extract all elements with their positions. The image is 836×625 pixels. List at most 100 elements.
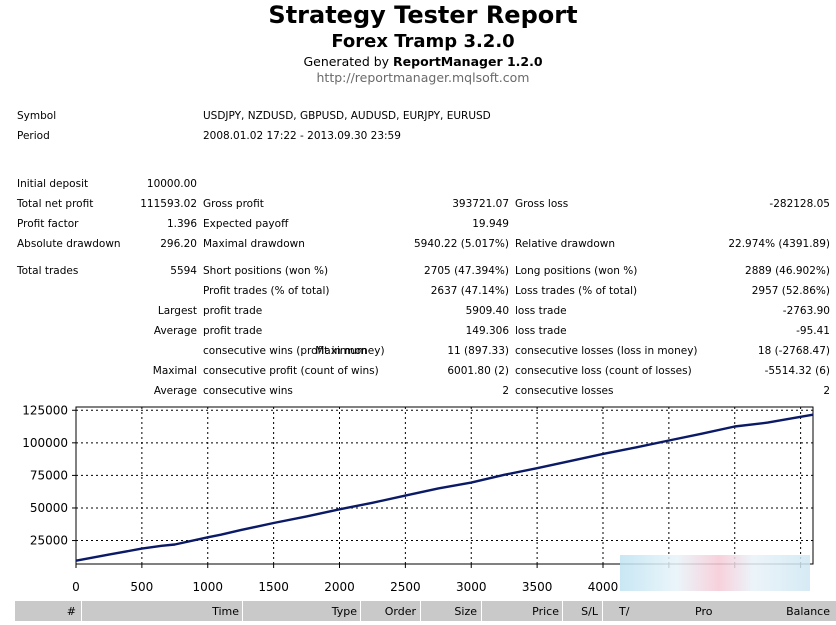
average-profit-value: 149.306 [465, 325, 509, 337]
y-tick-marks [72, 409, 76, 542]
expected-payoff-value: 19.949 [472, 218, 509, 230]
period-value: 2008.01.02 17:22 - 2013.09.30 23:59 [203, 130, 401, 142]
initial-deposit-value: 10000.00 [146, 178, 197, 190]
relative-drawdown-label: Relative drawdown [515, 238, 616, 250]
col-size[interactable]: Size [454, 605, 477, 618]
largest-profit-value: 5909.40 [465, 305, 509, 317]
gross-loss-value: -282128.05 [769, 198, 830, 210]
col-type[interactable]: Type [331, 605, 357, 618]
x-tick-label: 1500 [258, 580, 289, 594]
column-divider [481, 601, 482, 621]
y-tick-label: 25000 [30, 534, 68, 548]
x-tick-labels: 0 500 1000 1500 2000 2500 3000 3500 4000 [72, 580, 618, 594]
watermark-overlay [620, 555, 810, 591]
max-consec-losses-value: 18 (-2768.47) [757, 345, 830, 357]
period-label: Period [17, 130, 50, 142]
col-time[interactable]: Time [212, 605, 239, 618]
report-subtitle: Forex Tramp 3.2.0 [331, 31, 515, 52]
y-tick-label: 50000 [30, 501, 68, 515]
average-label: Average [153, 325, 197, 337]
maximal-consec-loss-value: -5514.32 (6) [764, 365, 830, 377]
symbol-value: USDJPY, NZDUSD, GBPUSD, AUDUSD, EURJPY, … [203, 110, 491, 122]
profit-factor-label: Profit factor [17, 218, 79, 230]
largest-profit-label: profit trade [203, 305, 263, 317]
gross-profit-value: 393721.07 [452, 198, 509, 210]
profit-trades-label: Profit trades (% of total) [203, 285, 330, 297]
profit-factor-value: 1.396 [166, 218, 197, 230]
column-divider [242, 601, 243, 621]
y-tick-label: 125000 [22, 403, 68, 417]
avg-consec-losses-value: 2 [823, 385, 830, 397]
avg-consec-wins-value: 2 [502, 385, 509, 397]
average-loss-value: -95.41 [796, 325, 830, 337]
max-consec-losses-label: consecutive losses (loss in money) [515, 345, 698, 357]
plot-frame [75, 406, 814, 565]
max-consec-wins-value: 11 (897.33) [447, 345, 509, 357]
maximal-drawdown-label: Maximal drawdown [203, 238, 305, 250]
col-order[interactable]: Order [384, 605, 416, 618]
x-tick-label: 0 [72, 580, 80, 594]
generated-prefix: Generated by [303, 54, 394, 69]
column-divider [81, 601, 82, 621]
loss-trades-label: Loss trades (% of total) [515, 285, 638, 297]
x-tick-label: 3000 [456, 580, 487, 594]
col-number[interactable]: # [66, 605, 76, 618]
generated-by-line: Generated by ReportManager 1.2.0 [0, 54, 836, 69]
col-profit[interactable]: Pro [695, 605, 713, 618]
gross-profit-label: Gross profit [203, 198, 264, 210]
x-tick-label: 2000 [324, 580, 355, 594]
largest-loss-value: -2763.90 [782, 305, 830, 317]
y-tick-labels: 25000 50000 75000 100000 125000 [22, 403, 68, 547]
col-balance[interactable]: Balance [786, 605, 830, 618]
absolute-drawdown-value: 296.20 [160, 238, 197, 250]
average2-label: Average [153, 385, 197, 397]
column-divider [360, 601, 361, 621]
y-tick-label: 100000 [22, 436, 68, 450]
short-positions-value: 2705 (47.394%) [424, 265, 509, 277]
maximal-label: Maximal [152, 365, 197, 377]
largest-label: Largest [157, 305, 197, 317]
average-loss-label: loss trade [515, 325, 567, 337]
total-net-profit-value: 111593.02 [140, 198, 197, 210]
series-group [75, 413, 814, 562]
y-tick-label: 75000 [30, 468, 68, 482]
column-divider [420, 601, 421, 621]
profit-trades-value: 2637 (47.14%) [430, 285, 509, 297]
initial-deposit-label: Initial deposit [17, 178, 89, 190]
balance-line [75, 413, 814, 562]
col-price[interactable]: Price [532, 605, 559, 618]
total-trades-label: Total trades [17, 265, 79, 277]
largest-loss-label: loss trade [515, 305, 567, 317]
loss-trades-value: 2957 (52.86%) [751, 285, 830, 297]
maximal-drawdown-value: 5940.22 (5.017%) [414, 238, 509, 250]
maximum-label: Maximum [315, 345, 367, 357]
chart-grid [76, 407, 813, 564]
avg-consec-wins-label: consecutive wins [203, 385, 293, 397]
symbol-label: Symbol [17, 110, 57, 122]
x-tick-label: 4000 [588, 580, 619, 594]
column-divider [562, 601, 563, 621]
max-consec-wins-label: consecutive wins (profit in money) [203, 345, 385, 357]
balance-chart: 25000 50000 75000 100000 125000 0 500 1000 1500… [22, 403, 814, 594]
maximal-consec-profit-label: consecutive profit (count of wins) [203, 365, 379, 377]
x-tick-label: 3500 [522, 580, 553, 594]
total-trades-value: 5594 [170, 265, 197, 277]
x-tick-label: 2500 [390, 580, 421, 594]
absolute-drawdown-label: Absolute drawdown [17, 238, 121, 250]
long-positions-label: Long positions (won %) [515, 265, 638, 277]
report-title: Strategy Tester Report [268, 1, 578, 29]
short-positions-label: Short positions (won %) [203, 265, 329, 277]
generator-url[interactable]: http://reportmanager.mqlsoft.com [316, 70, 530, 85]
col-tp[interactable]: T/ [619, 605, 630, 618]
avg-consec-losses-label: consecutive losses [515, 385, 614, 397]
x-tick-label: 500 [130, 580, 153, 594]
average-profit-label: profit trade [203, 325, 263, 337]
generator-name: ReportManager 1.2.0 [393, 54, 543, 69]
column-divider [602, 601, 603, 621]
long-positions-value: 2889 (46.902%) [745, 265, 830, 277]
col-sl[interactable]: S/L [581, 605, 598, 618]
total-net-profit-label: Total net profit [17, 198, 94, 210]
maximal-consec-profit-value: 6001.80 (2) [447, 365, 509, 377]
x-tick-label: 1000 [192, 580, 223, 594]
relative-drawdown-value: 22.974% (4391.89) [728, 238, 830, 250]
